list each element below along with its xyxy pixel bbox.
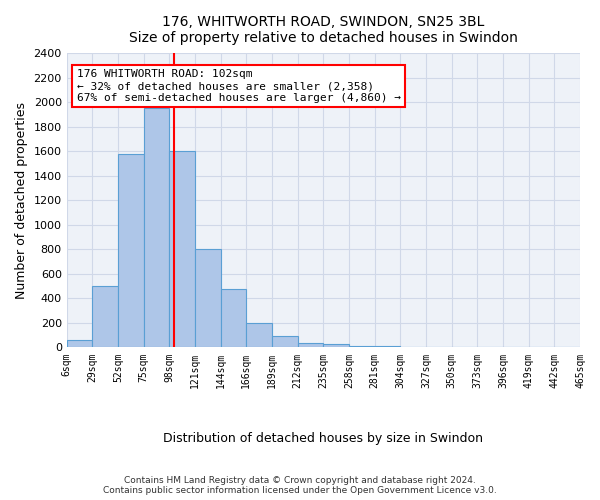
Bar — [298, 343, 323, 347]
Bar — [92, 286, 118, 348]
Bar — [169, 152, 195, 348]
Bar — [400, 347, 426, 348]
Y-axis label: Number of detached properties: Number of detached properties — [15, 102, 28, 299]
Bar — [143, 108, 169, 348]
X-axis label: Distribution of detached houses by size in Swindon: Distribution of detached houses by size … — [163, 432, 484, 445]
Bar — [247, 323, 272, 347]
Title: 176, WHITWORTH ROAD, SWINDON, SN25 3BL
Size of property relative to detached hou: 176, WHITWORTH ROAD, SWINDON, SN25 3BL S… — [129, 15, 518, 45]
Bar — [221, 288, 247, 348]
Text: 176 WHITWORTH ROAD: 102sqm
← 32% of detached houses are smaller (2,358)
67% of s: 176 WHITWORTH ROAD: 102sqm ← 32% of deta… — [77, 70, 401, 102]
Bar — [195, 250, 221, 348]
Bar — [67, 340, 92, 347]
Bar — [349, 346, 374, 348]
Bar — [374, 346, 400, 348]
Bar — [118, 154, 143, 348]
Bar — [272, 336, 298, 347]
Text: Contains HM Land Registry data © Crown copyright and database right 2024.
Contai: Contains HM Land Registry data © Crown c… — [103, 476, 497, 495]
Bar — [323, 344, 349, 348]
